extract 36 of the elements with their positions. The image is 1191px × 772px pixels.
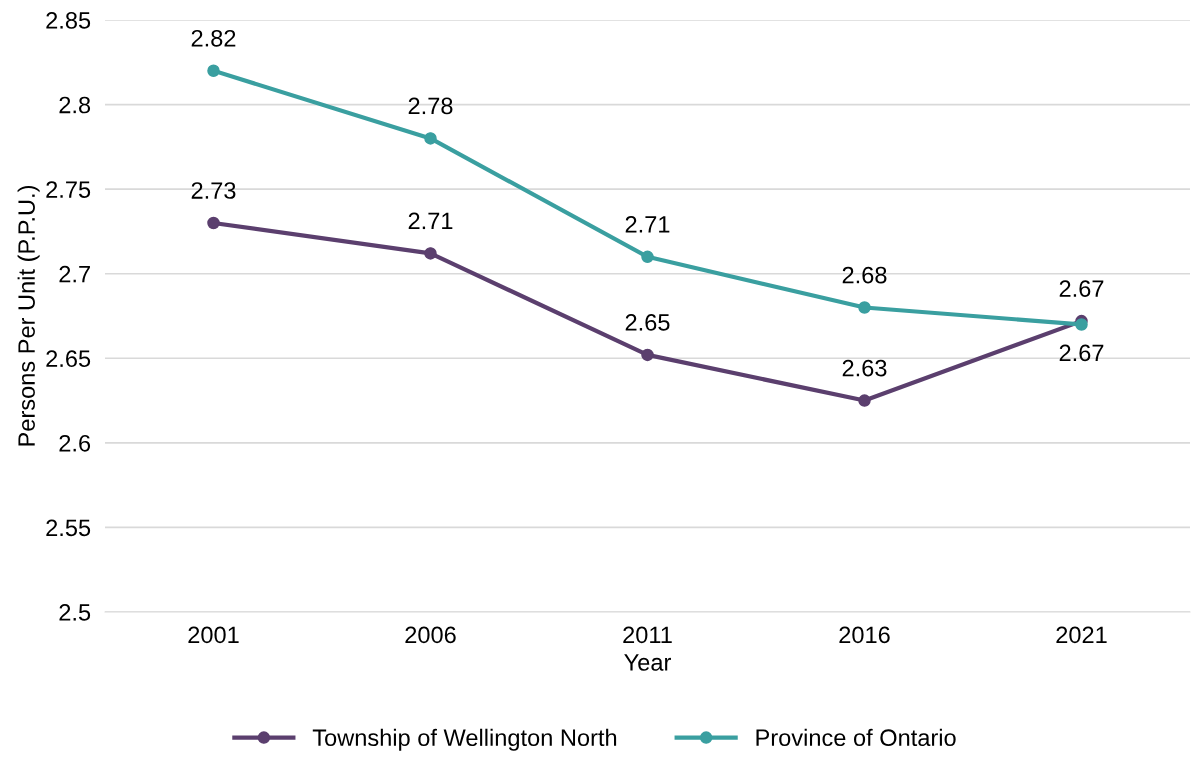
y-tick-label: 2.85: [46, 12, 91, 29]
legend-label: Township of Wellington North: [312, 728, 617, 751]
data-label: 2.71: [625, 215, 670, 233]
point: [207, 64, 220, 77]
data-label: 2.78: [408, 97, 453, 115]
data-label: 2.63: [842, 359, 887, 377]
point: [207, 216, 220, 230]
data-label: 2.71: [408, 212, 453, 230]
point: [858, 394, 871, 407]
legend-label: Province of Ontario: [756, 728, 956, 747]
x-tick-label: 2011: [623, 626, 672, 644]
point: [641, 250, 654, 264]
data-label: 2.67: [1059, 280, 1104, 297]
data-label: 2.82: [191, 29, 236, 47]
point: [424, 247, 437, 260]
y-tick-label: 2.6: [59, 434, 91, 452]
point: [858, 301, 871, 314]
y-tick-label: 2.8: [59, 96, 91, 114]
data-label: 2.68: [842, 266, 887, 284]
point: [424, 132, 437, 145]
x-tick-label: 2006: [405, 626, 456, 644]
point: [1075, 318, 1088, 331]
y-tick-label: 2.55: [46, 519, 91, 537]
x-tick-label: 2021: [1056, 626, 1107, 644]
y-tick-label: 2.5: [59, 604, 91, 621]
data-label: 2.67: [1059, 344, 1104, 362]
y-axis-title: Persons Per Unit (P.P.U.): [17, 186, 40, 446]
y-tick-label: 2.65: [46, 350, 91, 368]
x-tick-label: 2001: [188, 626, 239, 644]
data-label: 2.65: [625, 314, 670, 331]
point: [641, 348, 654, 362]
x-axis-title: Year: [624, 654, 671, 671]
x-tick-label: 2016: [839, 626, 890, 644]
data-label: 2.73: [191, 182, 236, 199]
y-tick-label: 2.7: [59, 265, 90, 283]
y-tick-label: 2.75: [46, 181, 91, 198]
